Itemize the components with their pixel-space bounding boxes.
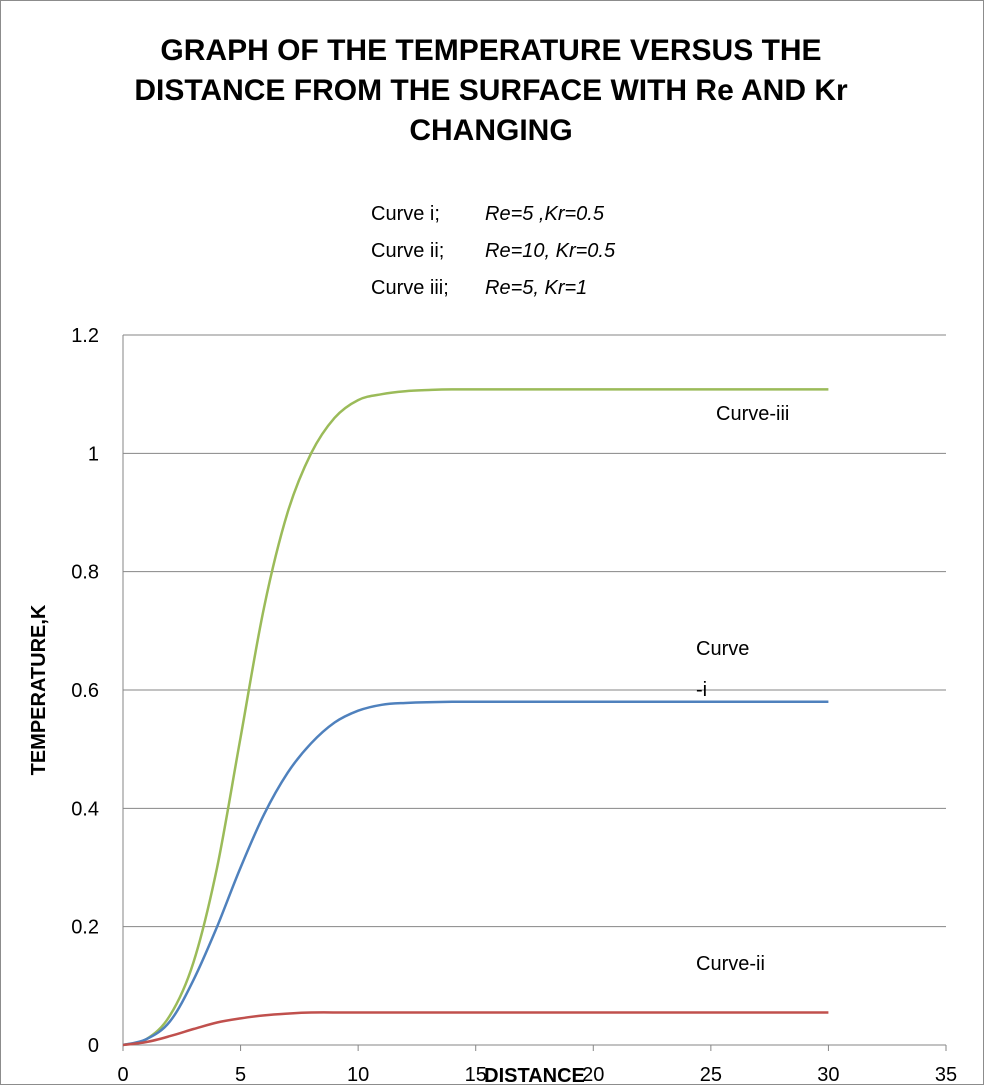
series-line [122,388,829,1047]
y-tick-label: 0.2 [71,917,99,939]
x-tick-label: 25 [700,1064,722,1086]
x-tick-label: 0 [117,1064,128,1086]
x-tick-label: 15 [465,1064,487,1086]
legend-note-label: Curve iii; [371,277,449,299]
legend-note: Curve iii; Re=5, Kr=1 [371,277,587,300]
x-tick-label: 20 [582,1064,604,1086]
y-tick-label: 0.4 [71,798,99,820]
chart-title-line: DISTANCE FROM THE SURFACE WITH Re AND Kr [134,74,848,107]
legend-note-params: Re=5, Kr=1 [485,277,588,299]
curve-label: Curve [696,638,749,660]
chart-title: GRAPH OF THE TEMPERATURE VERSUS THE DIST… [61,31,921,151]
y-axis-title: TEMPERATURE,K [28,604,50,775]
series-line [122,1011,829,1047]
legend-note-params: Re=5 ,Kr=0.5 [485,203,604,225]
curve-label: Curve-ii [696,953,765,975]
legend-note: Curve i; Re=5 ,Kr=0.5 [371,203,604,226]
y-tick-label: 0 [88,1035,99,1057]
series-line [122,700,829,1047]
legend-note-params: Re=10, Kr=0.5 [485,240,616,262]
x-tick-label: 5 [235,1064,246,1086]
x-tick-label: 35 [935,1064,957,1086]
legend-note-label: Curve ii; [371,240,445,262]
curve-label: -i [696,679,707,701]
y-tick-label: 1 [88,443,99,465]
chart-title-line: CHANGING [409,114,573,147]
x-tick-label: 30 [817,1064,839,1086]
y-tick-label: 1.2 [71,325,99,347]
chart-title-line: GRAPH OF THE TEMPERATURE VERSUS THE [160,34,822,67]
y-tick-label: 0.8 [71,562,99,584]
y-tick-label: 0.6 [71,680,99,702]
curve-label: Curve-iii [716,403,789,425]
legend-note: Curve ii; Re=10, Kr=0.5 [371,240,615,263]
x-axis-title: DISTANCE [484,1065,585,1086]
legend-note-label: Curve i; [371,203,440,225]
x-tick-label: 10 [347,1064,369,1086]
